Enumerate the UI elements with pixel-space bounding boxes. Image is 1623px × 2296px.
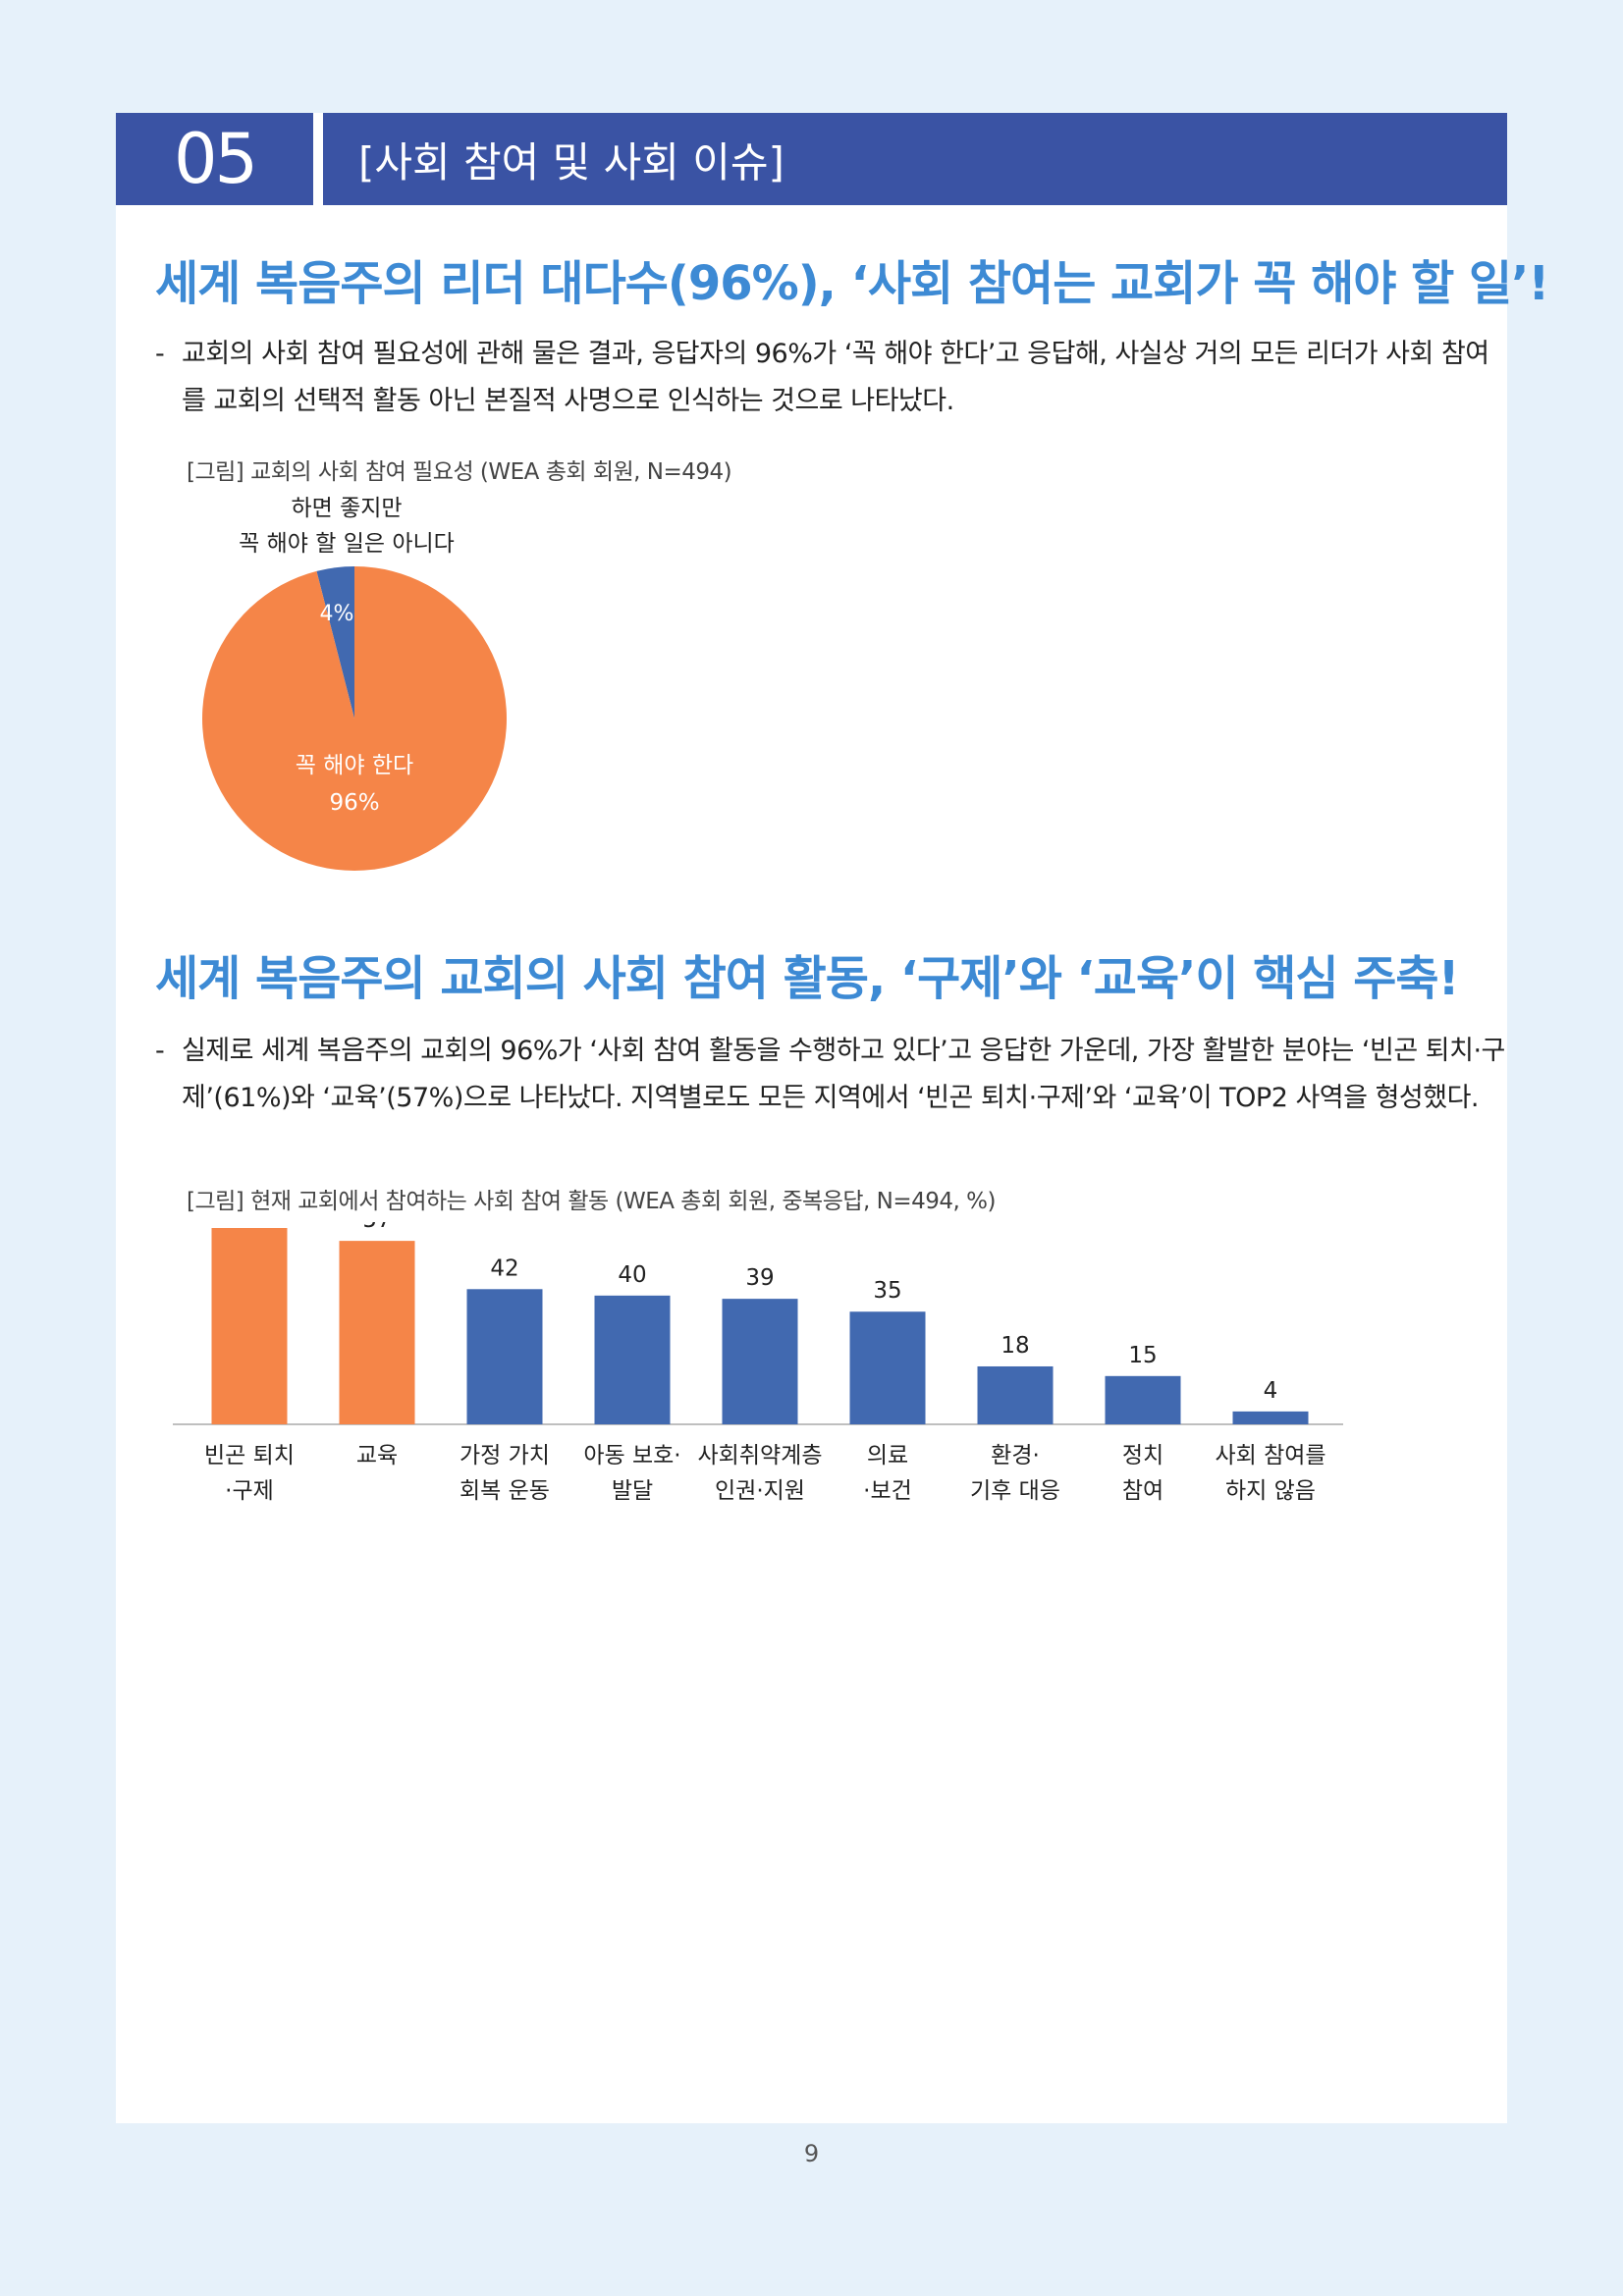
bar-category-label: 참여 <box>1122 1478 1163 1504</box>
headline-2: 세계 복음주의 교회의 사회 참여 활동, ‘구제’와 ‘교육’이 핵심 주축! <box>155 951 1459 1006</box>
bar-category-label: 회복 운동 <box>460 1478 550 1504</box>
bullet-paragraph-2: - 실제로 세계 복음주의 교회의 96%가 ‘사회 참여 활동을 수행하고 있… <box>155 1028 1510 1122</box>
bullet-text-2: 실제로 세계 복음주의 교회의 96%가 ‘사회 참여 활동을 수행하고 있다’… <box>182 1036 1505 1113</box>
pie-value-small: 4% <box>320 602 354 626</box>
pie-chart: 4% 꼭 해야 한다 96% <box>201 566 507 871</box>
bar-value-label: 15 <box>1128 1343 1157 1368</box>
bar-category-label: ·구제 <box>225 1478 274 1504</box>
bar-category-label: 발달 <box>612 1478 653 1504</box>
pie-label-optional: 하면 좋지만 꼭 해야 할 일은 아니다 <box>214 491 479 561</box>
bar-7 <box>1105 1375 1181 1424</box>
bar-2 <box>466 1289 543 1424</box>
bar-1 <box>339 1241 415 1424</box>
bar-value-label: 42 <box>490 1255 518 1281</box>
bar-category-label: 가정 가치 <box>460 1443 550 1468</box>
bar-category-label: 빈곤 퇴치 <box>204 1443 295 1468</box>
pie-caption: [그림] 교회의 사회 참여 필요성 (WEA 총회 회원, N=494) <box>187 459 732 485</box>
bullet-text-1: 교회의 사회 참여 필요성에 관해 물은 결과, 응답자의 96%가 ‘꼭 해야… <box>182 339 1489 416</box>
bar-value-label: 4 <box>1264 1378 1278 1404</box>
pie-slice-0 <box>316 566 354 719</box>
bar-category-label: 기후 대응 <box>970 1478 1060 1504</box>
bullet-dash: - <box>155 1036 165 1066</box>
page-sheet: 05 [사회 참여 및 사회 이슈] 세계 복음주의 리더 대다수(96%), … <box>116 113 1549 2123</box>
bar-4 <box>722 1299 798 1424</box>
bar-category-label: 사회취약계층 <box>698 1443 823 1468</box>
bullet-paragraph-1: - 교회의 사회 참여 필요성에 관해 물은 결과, 응답자의 96%가 ‘꼭 … <box>155 331 1510 425</box>
bar-0 <box>211 1228 288 1424</box>
section-title-bar: [사회 참여 및 사회 이슈] <box>323 113 1507 205</box>
bar-value-label: 35 <box>873 1278 901 1304</box>
bar-value-label: 40 <box>618 1262 646 1288</box>
bar-value-label: 39 <box>745 1265 774 1291</box>
pie-slice-1 <box>201 566 507 871</box>
bar-category-label: 교육 <box>356 1443 398 1468</box>
pie-value-large: 96% <box>329 790 379 816</box>
bar-category-label: 정치 <box>1122 1443 1163 1468</box>
bar-category-label: 사회 참여를 <box>1215 1443 1325 1468</box>
bar-5 <box>849 1311 926 1424</box>
pie-label-optional-line1: 하면 좋지만 <box>291 496 403 521</box>
bar-caption: [그림] 현재 교회에서 참여하는 사회 참여 활동 (WEA 총회 회원, 중… <box>187 1189 996 1214</box>
bar-value-label: 57 <box>362 1222 391 1233</box>
bar-6 <box>977 1365 1054 1424</box>
section-title: [사회 참여 및 사회 이슈] <box>358 137 784 187</box>
bar-value-label: 18 <box>1001 1333 1029 1359</box>
pie-label-must: 꼭 해야 한다 <box>296 753 413 778</box>
bar-3 <box>594 1295 671 1424</box>
bar-category-label: ·보건 <box>863 1478 912 1504</box>
bullet-dash: - <box>155 339 165 369</box>
pie-label-optional-line2: 꼭 해야 할 일은 아니다 <box>239 531 455 557</box>
bar-category-label: 의료 <box>867 1443 908 1468</box>
bar-category-label: 하지 않음 <box>1225 1478 1316 1504</box>
bar-category-label: 아동 보호· <box>583 1443 680 1468</box>
bar-8 <box>1232 1411 1309 1424</box>
page-number: 9 <box>803 2140 820 2167</box>
section-number: 05 <box>116 113 313 205</box>
bar-category-label: 환경· <box>991 1443 1040 1468</box>
bar-category-label: 인권·지원 <box>715 1478 805 1504</box>
headline-1: 세계 복음주의 리더 대다수(96%), ‘사회 참여는 교회가 꼭 해야 할 … <box>155 256 1549 311</box>
